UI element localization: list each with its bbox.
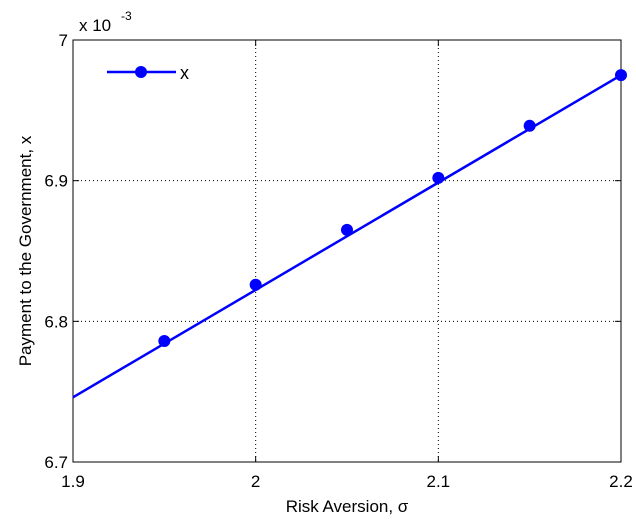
legend: x — [107, 63, 189, 83]
y-tick-label: 6.9 — [44, 172, 68, 191]
tick-labels: 1.9 2 2.1 2.2 6.7 6.8 6.9 7 — [44, 31, 632, 491]
x-tick-label: 2 — [251, 472, 260, 491]
y-exponent-base: x 10 — [79, 16, 111, 35]
legend-label: x — [180, 63, 189, 83]
y-tick-label: 6.8 — [44, 312, 68, 331]
x-tick-label: 1.9 — [61, 472, 85, 491]
plot-frame — [72, 39, 622, 463]
grid — [73, 40, 621, 462]
x-tick-label: 2.2 — [609, 472, 633, 491]
series — [72, 69, 627, 399]
data-point — [432, 171, 445, 184]
x-tick-label: 2.1 — [427, 472, 451, 491]
ticks — [72, 39, 622, 463]
data-point — [523, 119, 536, 132]
data-point — [341, 223, 353, 236]
data-point — [249, 278, 262, 291]
y-tick-label: 6.7 — [44, 453, 68, 472]
x-axis-label: Risk Aversion, σ — [286, 497, 409, 516]
y-exponent-power: -3 — [121, 9, 132, 23]
legend-marker — [135, 66, 147, 78]
data-point — [158, 335, 171, 348]
y-tick-label: 7 — [59, 31, 68, 50]
plot-area — [73, 40, 621, 462]
y-axis-label: Payment to the Government, x — [16, 135, 35, 366]
data-point — [615, 69, 627, 82]
